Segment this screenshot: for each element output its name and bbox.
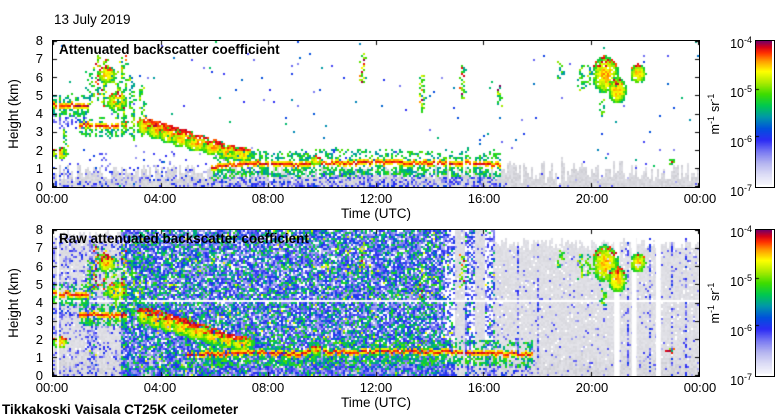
x-tick-label: 16:00 [467, 191, 501, 206]
panel-title: Attenuated backscatter coefficient [59, 42, 280, 57]
x-tick-label: 04:00 [143, 191, 177, 206]
date-label: 13 July 2019 [54, 12, 131, 27]
x-tick-label: 08:00 [251, 191, 285, 206]
colorbar-tick-label: 10-5 [730, 84, 752, 101]
y-tick-label: 4 [35, 295, 43, 310]
x-axis-labels-top: 00:00 04:00 08:00 12:00 16:00 20:00 00:00 [36, 191, 717, 206]
x-tick-label: 20:00 [575, 380, 609, 395]
x-tick-label: 00:00 [683, 191, 717, 206]
y-tick-label: 5 [35, 276, 43, 292]
y-tick-label: 3 [35, 124, 43, 140]
y-axis-title: Height (km) [6, 79, 21, 149]
panel-attenuated-backscatter: Attenuated backscatter coefficient [52, 40, 700, 188]
x-tick-label: 00:00 [35, 191, 69, 206]
colorbar-tick-label: 10-4 [730, 224, 752, 241]
colorbar-tick-label: 10-6 [730, 134, 752, 151]
y-tick-label: 8 [35, 222, 43, 237]
x-axis-title: Time (UTC) [341, 206, 411, 221]
x-tick-label: 12:00 [359, 191, 393, 206]
colorbar-canvas [756, 230, 772, 374]
y-axis-labels-bottom: 0 1 2 3 4 5 6 7 8 [0, 223, 47, 383]
panel-raw-backscatter: Raw attenuated backscatter coefficient [52, 229, 700, 377]
colorbar-tick-label: 10-4 [730, 35, 752, 52]
x-tick-label: 12:00 [359, 380, 393, 395]
y-tick-label: 0 [35, 368, 43, 383]
x-axis-title: Time (UTC) [341, 395, 411, 410]
colorbar-tick-label: 10-5 [730, 273, 752, 290]
footer-caption: Tikkakoski Vaisala CT25K ceilometer [2, 402, 239, 417]
y-tick-label: 7 [35, 51, 43, 67]
x-tick-label: 04:00 [143, 380, 177, 395]
colorbar-bottom [755, 229, 775, 377]
x-tick-label: 00:00 [35, 380, 69, 395]
y-axis-title: Height (km) [6, 268, 21, 338]
heatmap-canvas-attenuated [53, 41, 699, 187]
x-tick-label: 00:00 [683, 380, 717, 395]
colorbar-top [755, 40, 775, 188]
y-tick-label: 3 [35, 313, 43, 329]
panel-title: Raw attenuated backscatter coefficient [59, 231, 309, 246]
y-tick-label: 8 [35, 33, 43, 48]
x-tick-label: 16:00 [467, 380, 501, 395]
y-tick-label: 6 [35, 258, 43, 274]
y-tick-label: 4 [35, 106, 43, 121]
y-tick-label: 1 [35, 349, 43, 365]
y-tick-label: 5 [35, 87, 43, 103]
colorbar-tick-label: 10-7 [730, 372, 752, 389]
y-tick-label: 1 [35, 160, 43, 176]
y-tick-label: 2 [35, 142, 43, 158]
heatmap-canvas-raw [53, 230, 699, 376]
colorbar-unit-label: m-1sr-1 [706, 93, 723, 135]
y-tick-label: 0 [35, 179, 43, 194]
x-tick-label: 08:00 [251, 380, 285, 395]
y-tick-label: 2 [35, 331, 43, 347]
colorbar-canvas [756, 41, 772, 185]
x-axis-labels-bottom: 00:00 04:00 08:00 12:00 16:00 20:00 00:00 [36, 380, 717, 395]
colorbar-tick-label: 10-7 [730, 183, 752, 200]
colorbar-tick-label: 10-6 [730, 323, 752, 340]
y-tick-label: 6 [35, 69, 43, 85]
y-tick-label: 7 [35, 240, 43, 256]
x-tick-label: 20:00 [575, 191, 609, 206]
y-axis-labels-top: 0 1 2 3 4 5 6 7 8 [0, 34, 47, 194]
colorbar-unit-label: m-1sr-1 [706, 282, 723, 324]
